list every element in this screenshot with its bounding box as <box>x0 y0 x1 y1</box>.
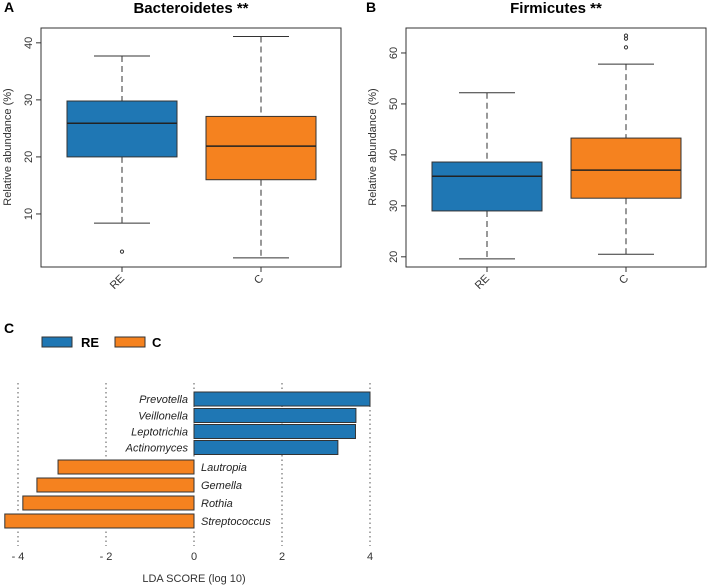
legend-label-c: C <box>152 335 162 350</box>
panel-c-xlabel: LDA SCORE (log 10) <box>142 573 245 585</box>
x-tick-label-RE: RE <box>473 273 492 292</box>
bar-actinomyces <box>193 440 339 455</box>
box-C <box>570 137 682 199</box>
x-tick-label-C: C <box>617 273 631 287</box>
y-tick-label: 30 <box>388 200 400 212</box>
bar-rothia <box>22 495 195 511</box>
bar-label-actinomyces: Actinomyces <box>125 443 189 455</box>
outlier-RE <box>119 249 125 254</box>
legend-swatch-re <box>41 336 73 348</box>
plot-frame <box>405 27 707 268</box>
bar-label-lautropia: Lautropia <box>201 462 247 474</box>
x-tick-label: 2 <box>279 551 285 563</box>
x-tick-label: 4 <box>367 551 373 563</box>
panel-b-ylabel: Relative abundance (%) <box>367 88 379 205</box>
legend-label-re: RE <box>81 335 99 350</box>
x-tick-label: - 2 <box>100 551 113 563</box>
panel-label-c: C <box>4 320 14 336</box>
y-tick-label: 60 <box>388 47 400 59</box>
x-tick-label: - 4 <box>12 551 25 563</box>
bar-leptotrichia <box>193 424 356 439</box>
y-tick-label: 50 <box>388 98 400 110</box>
bar-streptococcus <box>4 513 195 529</box>
bar-label-leptotrichia: Leptotrichia <box>131 427 188 439</box>
y-tick-label: 40 <box>23 37 35 49</box>
bar-label-veillonella: Veillonella <box>138 411 188 423</box>
panel-a-title: Bacteroidetes ** <box>133 0 248 17</box>
plot-frame <box>40 27 342 268</box>
box-C <box>205 115 317 181</box>
bar-label-streptococcus: Streptococcus <box>201 516 271 528</box>
y-tick-label: 40 <box>388 149 400 161</box>
outlier-C <box>623 45 629 50</box>
bar-label-prevotella: Prevotella <box>139 394 188 406</box>
bar-label-rothia: Rothia <box>201 498 233 510</box>
panel-label-a: A <box>4 0 14 15</box>
panel-b-plot: 20 30 40 50 60 RE C <box>388 27 707 292</box>
legend-swatch-c <box>114 336 146 348</box>
box-RE <box>66 100 178 158</box>
y-tick-label: 10 <box>23 208 35 220</box>
x-tick-label-RE: RE <box>108 273 127 292</box>
box-RE <box>431 161 543 212</box>
x-tick-label-C: C <box>252 273 266 287</box>
panel-a-ylabel: Relative abundance (%) <box>2 88 14 205</box>
bar-prevotella <box>193 391 371 407</box>
bar-label-gemella: Gemella <box>201 480 242 492</box>
panel-b-title: Firmicutes ** <box>510 0 602 17</box>
y-tick-label: 20 <box>23 151 35 163</box>
x-tick-label: 0 <box>191 551 197 563</box>
outlier-C <box>623 33 629 38</box>
bar-veillonella <box>193 408 357 423</box>
panel-c-plot: - 4 - 2 0 2 4 Prevotella Veillonella Leptotrich… <box>4 383 373 563</box>
panel-a-plot: 10 20 30 40 RE C <box>23 27 342 292</box>
panel-label-b: B <box>366 0 376 15</box>
bar-lautropia <box>57 459 195 475</box>
bar-gemella <box>36 477 195 493</box>
y-tick-label: 30 <box>23 94 35 106</box>
legend: RE C <box>41 335 162 350</box>
y-tick-label: 20 <box>388 251 400 263</box>
